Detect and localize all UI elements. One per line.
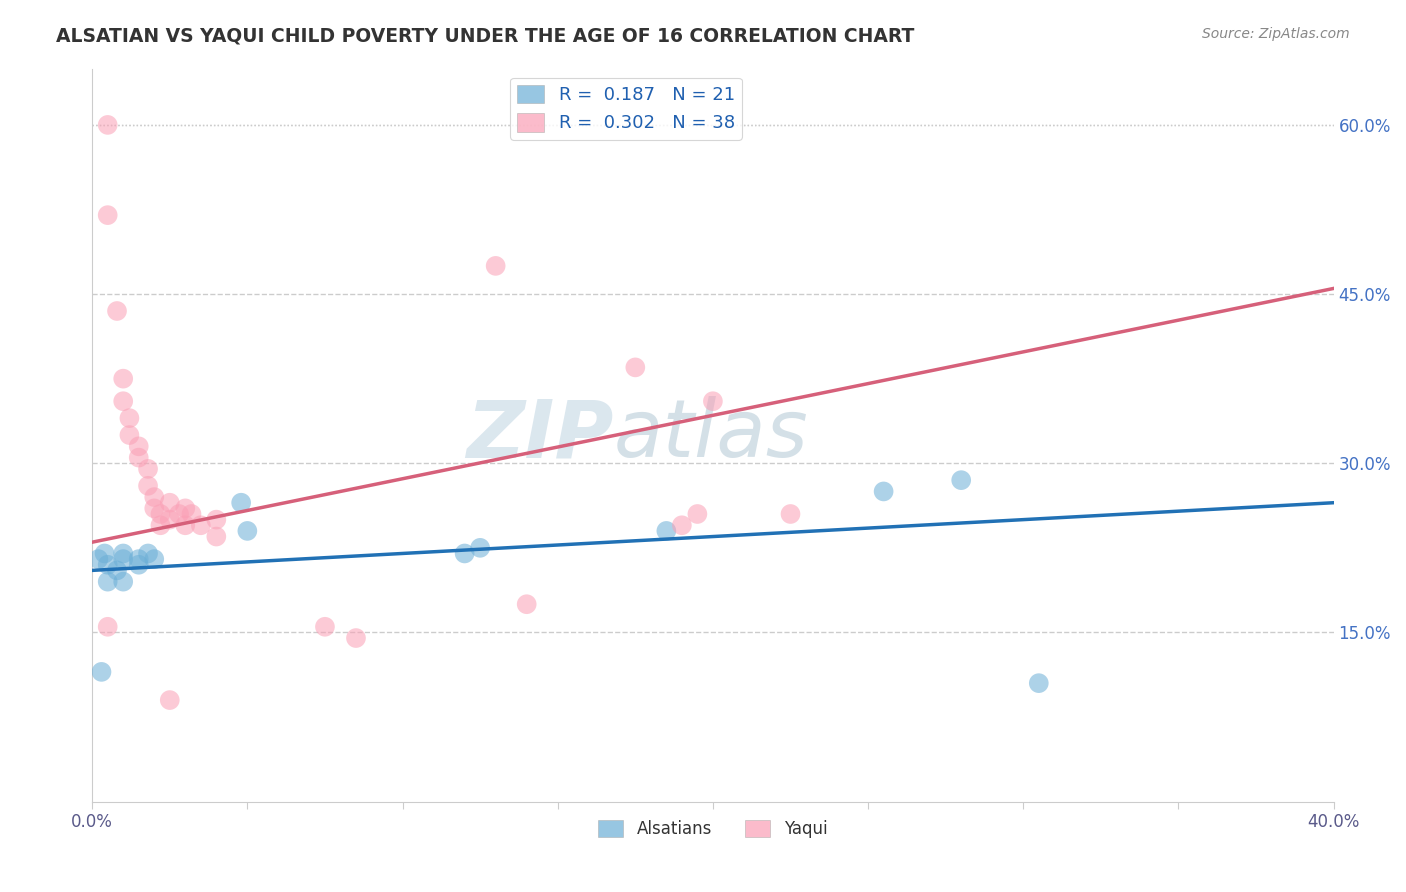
Point bbox=[143, 501, 166, 516]
Point bbox=[174, 501, 197, 516]
Point bbox=[686, 507, 709, 521]
Point bbox=[87, 552, 110, 566]
Point bbox=[872, 484, 894, 499]
Point bbox=[136, 546, 159, 560]
Point bbox=[314, 620, 336, 634]
Point bbox=[655, 524, 678, 538]
Point bbox=[97, 118, 120, 132]
Point bbox=[112, 552, 135, 566]
Point bbox=[624, 360, 647, 375]
Point bbox=[136, 462, 159, 476]
Point bbox=[485, 259, 508, 273]
Point bbox=[112, 574, 135, 589]
Point bbox=[105, 563, 128, 577]
Legend: Alsatians, Yaqui: Alsatians, Yaqui bbox=[592, 813, 834, 845]
Point bbox=[344, 631, 367, 645]
Text: atlas: atlas bbox=[613, 396, 808, 474]
Point bbox=[149, 507, 172, 521]
Point bbox=[159, 496, 181, 510]
Point bbox=[149, 518, 172, 533]
Point bbox=[516, 597, 538, 611]
Point bbox=[190, 518, 212, 533]
Point bbox=[97, 574, 120, 589]
Point bbox=[136, 479, 159, 493]
Point bbox=[128, 439, 150, 453]
Point bbox=[180, 507, 202, 521]
Point bbox=[950, 473, 973, 487]
Point bbox=[128, 558, 150, 572]
Point bbox=[174, 518, 197, 533]
Point bbox=[159, 693, 181, 707]
Text: ALSATIAN VS YAQUI CHILD POVERTY UNDER THE AGE OF 16 CORRELATION CHART: ALSATIAN VS YAQUI CHILD POVERTY UNDER TH… bbox=[56, 27, 915, 45]
Point bbox=[128, 450, 150, 465]
Point bbox=[453, 546, 475, 560]
Point bbox=[90, 665, 112, 679]
Point bbox=[93, 546, 115, 560]
Text: ZIP: ZIP bbox=[467, 396, 613, 474]
Point bbox=[205, 513, 228, 527]
Point bbox=[112, 546, 135, 560]
Point bbox=[118, 428, 141, 442]
Point bbox=[112, 372, 135, 386]
Point bbox=[97, 558, 120, 572]
Text: Source: ZipAtlas.com: Source: ZipAtlas.com bbox=[1202, 27, 1350, 41]
Point bbox=[671, 518, 693, 533]
Point bbox=[468, 541, 491, 555]
Point bbox=[143, 490, 166, 504]
Point bbox=[159, 513, 181, 527]
Point bbox=[112, 394, 135, 409]
Point bbox=[105, 304, 128, 318]
Point bbox=[97, 620, 120, 634]
Point bbox=[231, 496, 253, 510]
Point bbox=[97, 208, 120, 222]
Point bbox=[167, 507, 190, 521]
Point bbox=[702, 394, 724, 409]
Point bbox=[128, 552, 150, 566]
Point bbox=[118, 411, 141, 425]
Point bbox=[143, 552, 166, 566]
Point bbox=[236, 524, 259, 538]
Point bbox=[205, 530, 228, 544]
Point bbox=[1028, 676, 1050, 690]
Point bbox=[779, 507, 801, 521]
